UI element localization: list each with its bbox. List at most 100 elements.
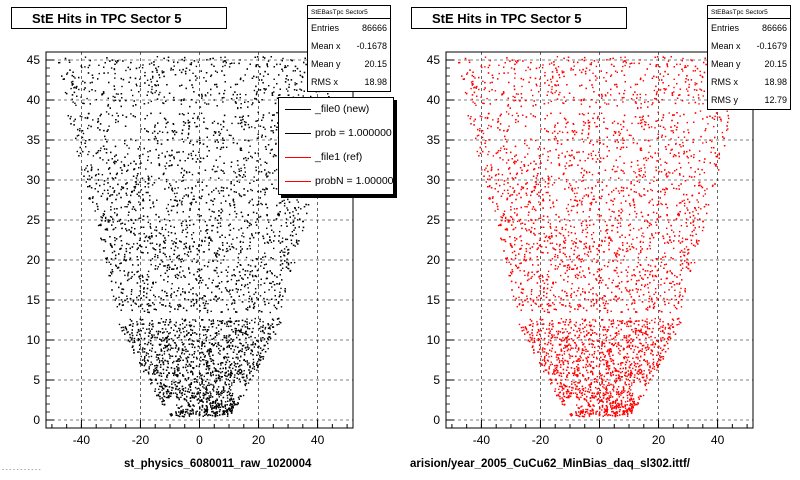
hit-point [261, 134, 263, 136]
hit-point [116, 112, 118, 114]
hit-point [292, 211, 294, 213]
hit-point [211, 326, 214, 328]
hit-point [164, 247, 166, 249]
hit-point [203, 384, 205, 386]
hit-point [173, 96, 175, 99]
hit-point [207, 103, 210, 105]
hit-point [140, 330, 142, 332]
hit-point [160, 233, 162, 235]
hit-point [264, 89, 266, 91]
hit-point [146, 274, 149, 276]
hit-point [108, 125, 110, 127]
hit-point [239, 240, 242, 243]
hit-point [165, 345, 167, 347]
hit-point [259, 320, 261, 323]
hit-point [238, 271, 241, 273]
hit-point [90, 164, 92, 166]
hit-point [199, 269, 201, 272]
hit-point [228, 374, 230, 376]
hit-point [222, 339, 224, 341]
hit-point [163, 331, 165, 333]
hit-point [85, 140, 87, 142]
hit-point [235, 176, 238, 178]
hit-point [159, 322, 161, 324]
hit-point [282, 267, 284, 269]
hit-point [162, 387, 164, 389]
hit-point [179, 69, 181, 71]
hit-point [150, 383, 152, 385]
hit-point [170, 67, 172, 70]
hit-point [155, 369, 157, 372]
hit-point [295, 241, 298, 244]
hit-point [204, 94, 207, 96]
hit-point [258, 358, 260, 361]
hit-point [98, 64, 100, 66]
hit-point [240, 246, 242, 248]
hit-point [157, 132, 159, 135]
hit-point [74, 77, 76, 79]
hit-point [228, 360, 231, 363]
hit-point [199, 396, 201, 398]
hit-point [230, 403, 232, 406]
hit-point [193, 356, 195, 358]
hit-point [137, 247, 139, 249]
hit-point [220, 146, 223, 149]
hit-point [110, 206, 112, 208]
hit-point [205, 284, 207, 286]
hit-point [205, 372, 208, 375]
hit-point [174, 133, 176, 136]
hit-point [188, 324, 191, 326]
hit-point [102, 192, 104, 195]
hit-point [165, 126, 167, 128]
hit-point [111, 177, 113, 179]
hit-point [79, 146, 81, 149]
hit-point [163, 240, 165, 243]
hit-point [79, 128, 81, 130]
hit-point [131, 329, 133, 331]
hit-point [264, 191, 266, 194]
hit-point [297, 94, 300, 96]
hit-point [181, 341, 183, 344]
hit-point [147, 131, 149, 133]
hit-point [76, 135, 79, 137]
hit-point [173, 360, 175, 363]
hit-point [111, 114, 114, 117]
hit-point [204, 393, 206, 396]
hit-point [130, 190, 133, 193]
hit-point [236, 83, 239, 85]
hit-point [128, 278, 130, 280]
hit-point [167, 395, 170, 397]
hit-point [124, 274, 126, 277]
hit-point [130, 61, 132, 64]
hit-point [149, 330, 151, 332]
hit-point [150, 162, 152, 164]
hit-point [154, 126, 156, 128]
hit-point [99, 115, 101, 117]
hit-point [126, 144, 128, 147]
hit-point [182, 327, 184, 330]
hit-point [239, 395, 241, 397]
hit-point [240, 107, 242, 109]
hit-point [164, 385, 166, 387]
hit-point [150, 259, 152, 262]
hit-point [218, 396, 220, 398]
hit-point [286, 238, 289, 241]
hit-point [161, 70, 163, 72]
hit-point [191, 343, 193, 345]
hit-point [217, 363, 219, 365]
hit-point [239, 175, 241, 177]
hit-point [139, 245, 142, 247]
hit-point [228, 325, 230, 328]
hit-point [279, 291, 281, 293]
hit-point [107, 219, 109, 221]
hit-point [135, 181, 137, 183]
hit-point [302, 76, 304, 79]
hit-point [198, 196, 201, 198]
hit-point [254, 337, 256, 339]
hit-point [72, 101, 74, 103]
hit-point [206, 401, 208, 403]
hit-point [204, 355, 206, 357]
hit-point [197, 213, 199, 216]
hit-point [205, 386, 207, 388]
hit-point [188, 413, 190, 416]
